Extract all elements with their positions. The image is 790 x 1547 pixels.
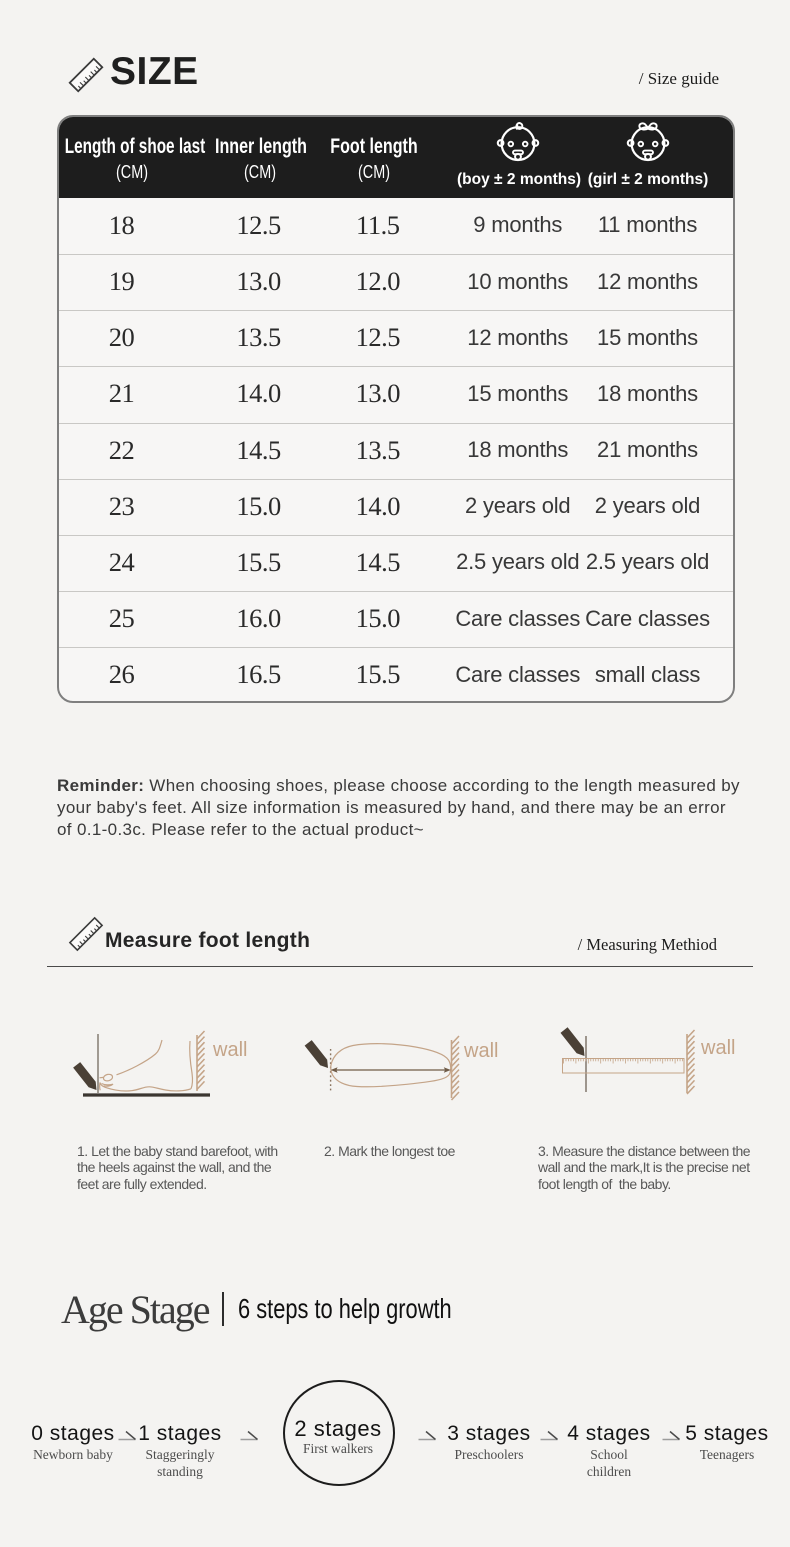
svg-text:wall: wall — [700, 1037, 735, 1059]
svg-text:wall: wall — [463, 1040, 498, 1062]
svg-text:wall: wall — [212, 1039, 247, 1061]
